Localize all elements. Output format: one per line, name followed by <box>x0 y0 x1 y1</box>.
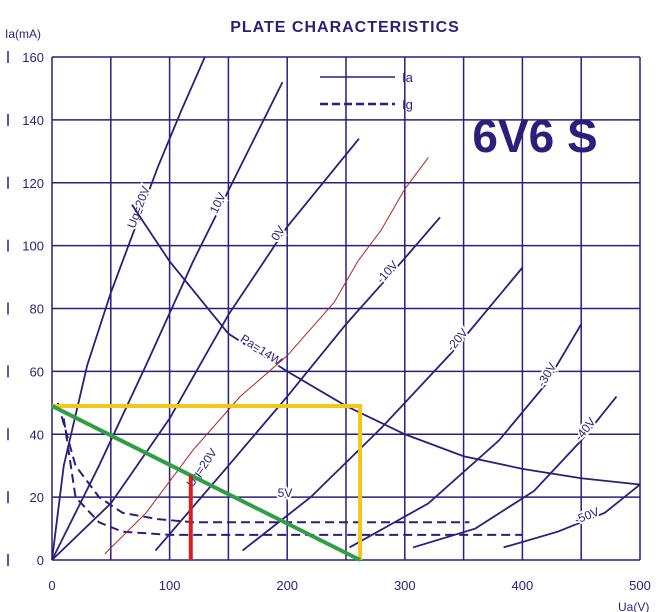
x-tick-label: 100 <box>159 578 181 593</box>
curve-pa-14w <box>131 204 641 486</box>
green-load-line <box>51 404 362 562</box>
curve--40v <box>412 395 618 549</box>
curve-label: -40V <box>572 415 599 444</box>
curve-10v <box>51 81 284 561</box>
curve--30v <box>349 323 582 549</box>
curve--20v <box>241 267 524 552</box>
y-tick-label: 120 <box>22 176 44 191</box>
curve-label: -20V <box>444 326 471 354</box>
curve-label: Ug=20V <box>124 184 152 230</box>
legend-ig-label: Ig <box>402 97 413 112</box>
y-tick-label: 0 <box>37 553 44 568</box>
curve--50v <box>503 483 641 549</box>
y-tick-label: 100 <box>22 239 44 254</box>
yellow-operating-box <box>52 403 363 560</box>
y-tick-label: 20 <box>30 490 44 505</box>
curve-label: -50V <box>572 505 601 527</box>
curve-label: -30V <box>534 360 559 389</box>
y-tick-label: 80 <box>30 302 44 317</box>
y-tick-label: 40 <box>30 427 44 442</box>
curve-label: 0V <box>268 223 288 243</box>
x-tick-label: 0 <box>48 578 55 593</box>
y-tick-label: 140 <box>22 113 44 128</box>
curve-label: 10V <box>207 190 229 215</box>
red-trace-line <box>104 157 429 555</box>
y-tick-label: 60 <box>30 364 44 379</box>
curve-0v <box>51 138 360 561</box>
x-tick-label: 200 <box>276 578 298 593</box>
grid <box>51 56 641 561</box>
curve-ig-ug-20v <box>56 402 470 524</box>
legend: Ia Ig <box>320 70 414 112</box>
curve-label: 5V <box>278 486 293 500</box>
x-tick-label: 400 <box>512 578 534 593</box>
legend-ia-label: Ia <box>402 70 414 85</box>
curve-ig-5v <box>62 418 523 536</box>
y-tick-label: 160 <box>22 50 44 65</box>
y-axis-label: Ia(mA) <box>5 27 41 41</box>
curve--10v <box>154 216 441 552</box>
x-axis-label: Ua(V) <box>618 600 649 612</box>
chart-title: PLATE CHARACTERISTICS <box>230 19 460 36</box>
x-tick-label: 300 <box>394 578 416 593</box>
tube-name: 6V6 S <box>472 110 597 162</box>
curve-label: -10V <box>373 258 400 286</box>
x-tick-label: 500 <box>629 578 651 593</box>
